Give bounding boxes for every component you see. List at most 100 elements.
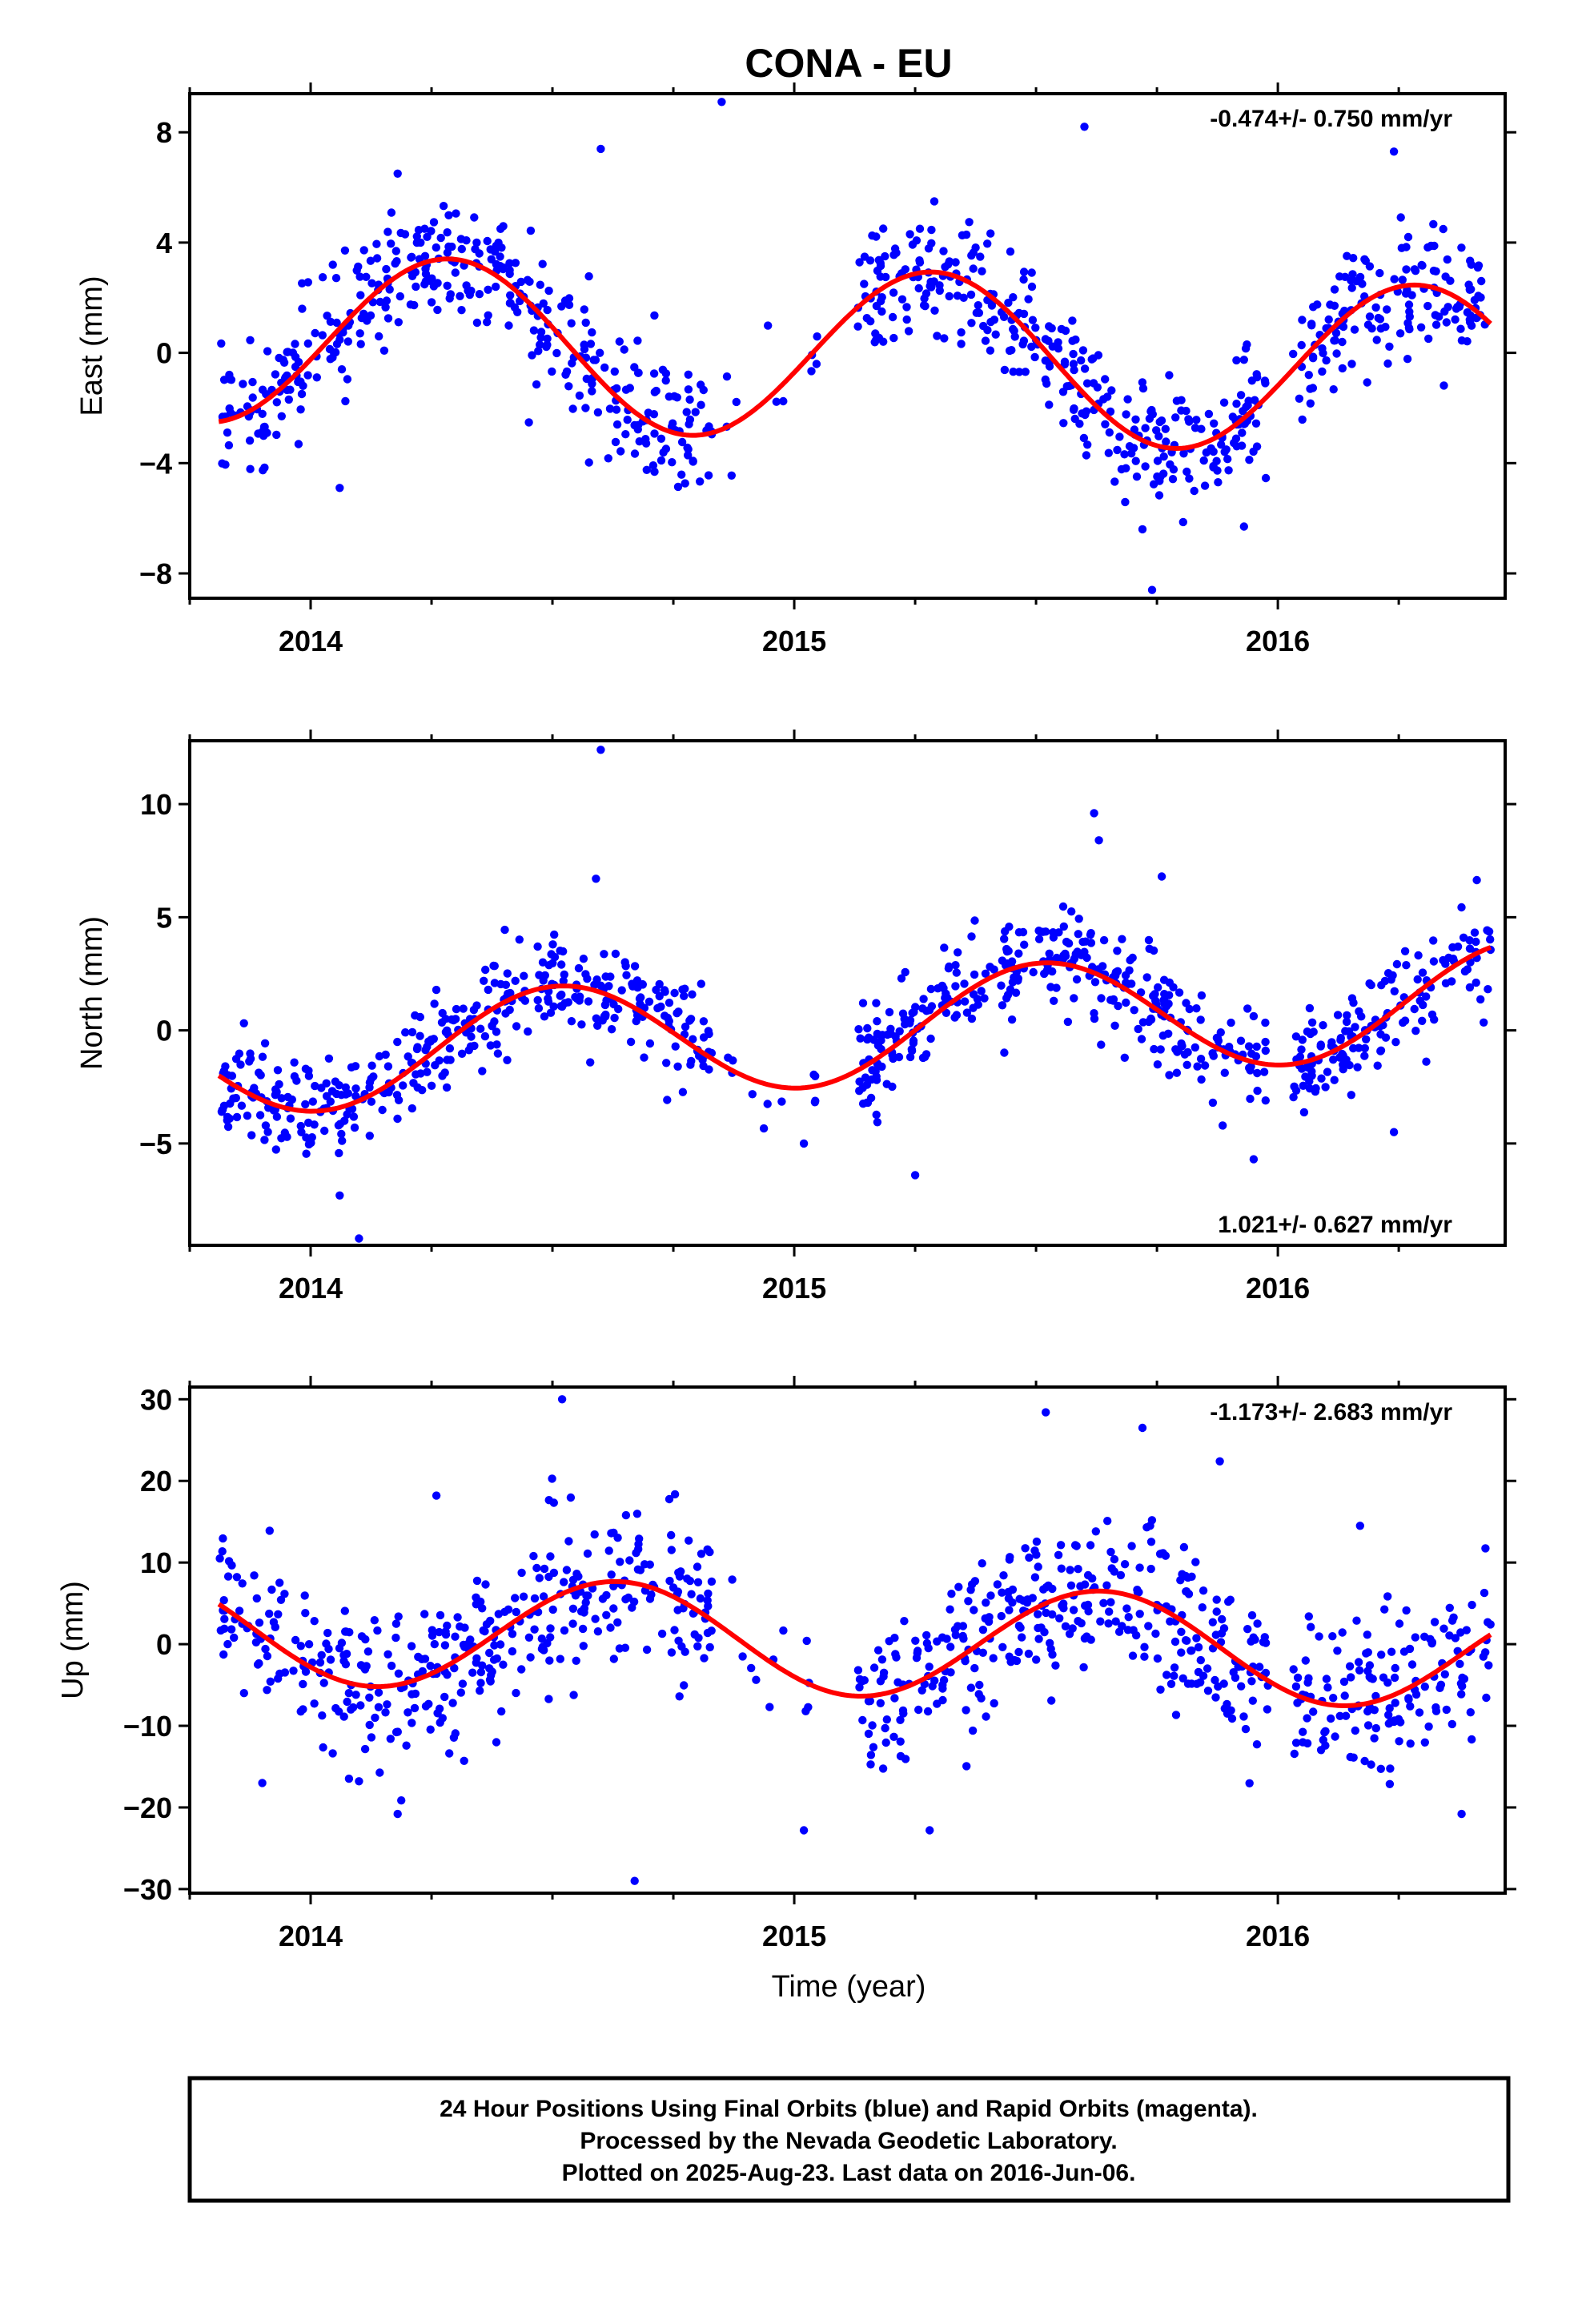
north-data-point bbox=[1422, 992, 1431, 1001]
east-data-point bbox=[1145, 414, 1154, 423]
east-data-point bbox=[1228, 412, 1238, 421]
north-data-point bbox=[550, 930, 559, 939]
east-data-point bbox=[611, 437, 620, 447]
up-data-point bbox=[478, 1604, 487, 1613]
north-data-point bbox=[1219, 1121, 1227, 1130]
east-data-point bbox=[1214, 478, 1223, 487]
east-data-point bbox=[1070, 414, 1079, 424]
up-data-point bbox=[580, 1608, 588, 1617]
east-data-point bbox=[1253, 372, 1262, 382]
up-data-point bbox=[858, 1715, 867, 1725]
east-data-point bbox=[684, 444, 693, 454]
north-data-point bbox=[687, 1056, 696, 1066]
east-data-point bbox=[596, 348, 604, 357]
east-data-point bbox=[1298, 316, 1307, 324]
up-data-point bbox=[1363, 1648, 1373, 1657]
up-data-point bbox=[583, 1549, 592, 1558]
east-data-point bbox=[581, 404, 590, 412]
east-data-point bbox=[1070, 365, 1078, 375]
north-data-point bbox=[593, 1021, 602, 1031]
east-data-point bbox=[1411, 267, 1420, 275]
up-data-point bbox=[779, 1626, 788, 1635]
east-data-point bbox=[1155, 417, 1164, 427]
north-data-point bbox=[1086, 939, 1096, 947]
east-data-point bbox=[567, 319, 576, 328]
up-data-point bbox=[263, 1686, 271, 1695]
east-data-point bbox=[433, 305, 442, 315]
up-data-point bbox=[1182, 1636, 1191, 1645]
east-data-point bbox=[1403, 355, 1412, 364]
north-data-point bbox=[577, 1020, 586, 1029]
up-data-point bbox=[296, 1642, 305, 1651]
north-data-point bbox=[1001, 927, 1010, 936]
north-data-point bbox=[1236, 1036, 1246, 1045]
north-data-point bbox=[1402, 961, 1411, 970]
east-data-point bbox=[393, 169, 402, 178]
north-data-point bbox=[1329, 1055, 1338, 1064]
east-data-point bbox=[1081, 410, 1090, 420]
up-data-point bbox=[1008, 1598, 1017, 1607]
north-data-point bbox=[1399, 1018, 1407, 1027]
east-data-point bbox=[1121, 497, 1130, 507]
east-data-point bbox=[1239, 356, 1249, 364]
east-data-point bbox=[445, 294, 454, 303]
north-data-point bbox=[277, 1094, 286, 1103]
north-data-point bbox=[967, 932, 976, 941]
north-data-point bbox=[1447, 977, 1456, 986]
north-data-point bbox=[304, 1066, 313, 1076]
up-data-point bbox=[962, 1762, 971, 1771]
up-data-point bbox=[456, 1688, 465, 1697]
east-data-point bbox=[876, 272, 885, 281]
east-data-point bbox=[421, 264, 430, 273]
north-data-point bbox=[290, 1072, 299, 1081]
north-data-point bbox=[311, 1081, 319, 1091]
east-data-point bbox=[1141, 424, 1150, 432]
up-data-point bbox=[546, 1552, 555, 1561]
east-data-point bbox=[443, 228, 452, 237]
east-data-point bbox=[375, 332, 383, 341]
north-data-point bbox=[1261, 1037, 1270, 1047]
up-data-point bbox=[1066, 1566, 1074, 1574]
up-data-point bbox=[572, 1656, 580, 1665]
north-data-point bbox=[905, 1052, 915, 1062]
north-data-point bbox=[1049, 928, 1058, 937]
east-data-point bbox=[375, 297, 384, 307]
up-data-point bbox=[428, 1626, 436, 1634]
up-data-point bbox=[1387, 1647, 1396, 1656]
east-data-point bbox=[1261, 473, 1271, 483]
north-data-point bbox=[981, 969, 990, 979]
up-data-point bbox=[1323, 1683, 1332, 1692]
north-data-point bbox=[225, 1114, 234, 1124]
north-data-point bbox=[1074, 915, 1083, 923]
east-data-point bbox=[649, 410, 659, 419]
east-data-point bbox=[656, 456, 666, 465]
up-data-point bbox=[1445, 1603, 1455, 1613]
up-data-point bbox=[1079, 1663, 1088, 1672]
north-data-point bbox=[854, 1025, 863, 1034]
east-data-point bbox=[427, 227, 436, 235]
up-y-axis-label: Up (mm) bbox=[56, 1581, 90, 1699]
north-data-point bbox=[1064, 939, 1074, 948]
north-data-point bbox=[1429, 957, 1439, 966]
up-data-point bbox=[1086, 1541, 1095, 1550]
north-data-point bbox=[934, 984, 942, 993]
north-data-point bbox=[432, 985, 441, 995]
up-data-point bbox=[267, 1585, 276, 1594]
up-data-point bbox=[310, 1699, 319, 1708]
up-data-point bbox=[318, 1711, 327, 1720]
east-data-point bbox=[385, 285, 394, 294]
up-data-point bbox=[893, 1678, 902, 1687]
east-data-point bbox=[391, 247, 400, 255]
north-data-point bbox=[941, 993, 950, 1003]
up-data-point bbox=[1245, 1779, 1254, 1787]
north-data-point bbox=[1098, 962, 1107, 971]
north-data-point bbox=[484, 985, 492, 995]
up-data-point bbox=[1347, 1673, 1355, 1682]
east-data-point bbox=[412, 232, 421, 241]
up-data-point bbox=[1104, 1619, 1113, 1628]
east-data-point bbox=[284, 395, 293, 404]
east-data-point bbox=[616, 447, 625, 456]
north-data-point bbox=[663, 1096, 672, 1104]
north-data-point bbox=[367, 1074, 375, 1084]
east-data-point bbox=[1232, 356, 1241, 365]
